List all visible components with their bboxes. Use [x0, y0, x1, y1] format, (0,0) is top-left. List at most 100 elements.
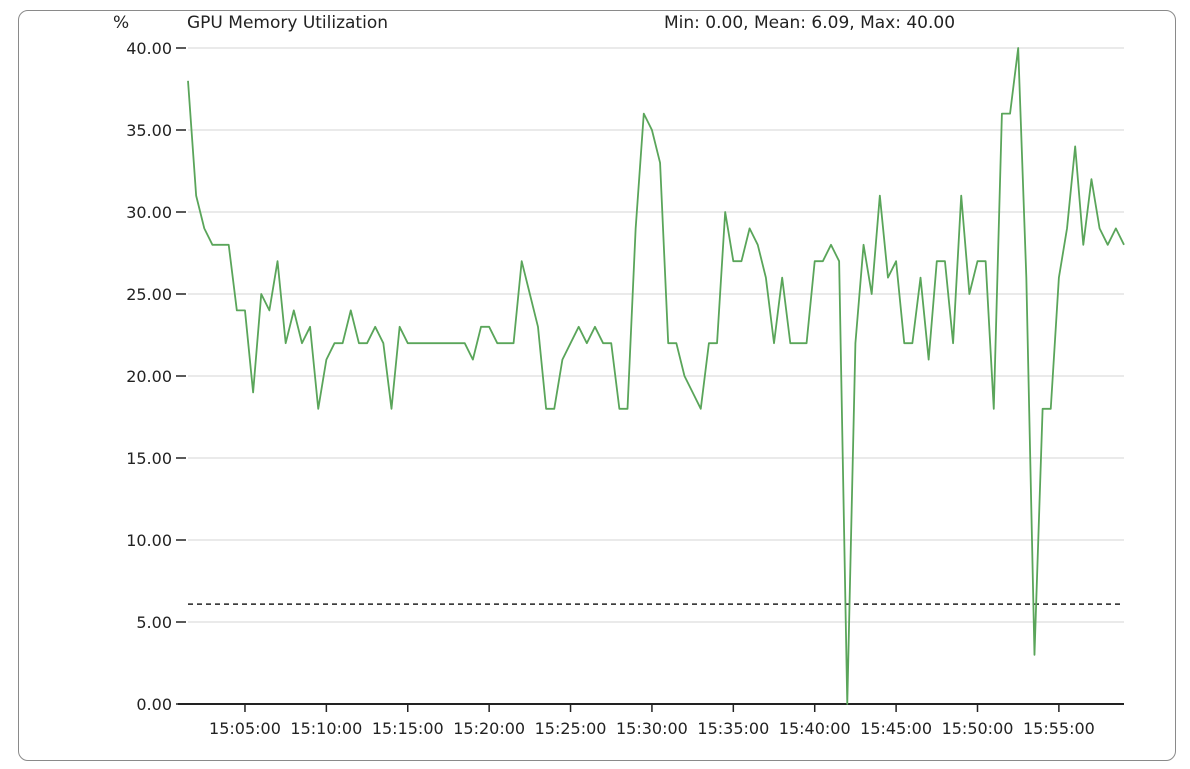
data-point — [821, 260, 824, 263]
data-point — [284, 342, 287, 345]
data-point — [488, 325, 491, 328]
x-tick-label: 15:40:00 — [779, 719, 851, 738]
data-point — [1082, 243, 1085, 246]
chart-panel — [18, 10, 1176, 761]
data-point — [829, 243, 832, 246]
data-point — [976, 260, 979, 263]
data-point — [1114, 227, 1117, 230]
data-point — [496, 342, 499, 345]
data-point — [919, 276, 922, 279]
data-point — [610, 342, 613, 345]
data-point — [854, 342, 857, 345]
y-tick-label: 10.00 — [126, 531, 172, 550]
data-point — [927, 358, 930, 361]
x-tick-label: 15:10:00 — [290, 719, 362, 738]
data-point — [984, 260, 987, 263]
x-tick-label: 15:20:00 — [453, 719, 525, 738]
data-point — [1000, 112, 1003, 115]
data-point — [691, 391, 694, 394]
data-point — [292, 309, 295, 312]
data-point — [422, 342, 425, 345]
data-point — [781, 276, 784, 279]
data-point — [186, 79, 189, 82]
data-point — [756, 243, 759, 246]
x-tick-label: 15:05:00 — [209, 719, 281, 738]
data-point — [707, 342, 710, 345]
data-point — [903, 342, 906, 345]
y-tick-label: 15.00 — [126, 449, 172, 468]
data-point — [357, 342, 360, 345]
data-point — [789, 342, 792, 345]
data-point — [935, 260, 938, 263]
data-point — [455, 342, 458, 345]
data-point — [203, 227, 206, 230]
x-tick-label: 15:45:00 — [860, 719, 932, 738]
data-point — [471, 358, 474, 361]
data-point — [951, 342, 954, 345]
data-point — [658, 161, 661, 164]
data-point — [512, 342, 515, 345]
data-point — [634, 227, 637, 230]
series-line — [187, 47, 1125, 705]
data-point — [797, 342, 800, 345]
data-point — [1122, 243, 1125, 246]
data-point — [252, 391, 255, 394]
data-point — [414, 342, 417, 345]
y-tick-label: 25.00 — [126, 285, 172, 304]
data-point — [211, 243, 214, 246]
data-point — [642, 112, 645, 115]
stats-summary: Min: 0.00, Mean: 6.09, Max: 40.00 — [664, 13, 956, 33]
data-point — [838, 260, 841, 263]
data-point — [878, 194, 881, 197]
data-point — [463, 342, 466, 345]
data-point — [561, 358, 564, 361]
data-point — [447, 342, 450, 345]
data-point — [382, 342, 385, 345]
data-point — [1049, 407, 1052, 410]
data-point — [585, 342, 588, 345]
data-point — [886, 276, 889, 279]
data-point — [406, 342, 409, 345]
x-tick-label: 15:50:00 — [942, 719, 1014, 738]
data-point — [431, 342, 434, 345]
data-point — [504, 342, 507, 345]
data-point — [740, 260, 743, 263]
data-point — [308, 325, 311, 328]
data-point — [577, 325, 580, 328]
data-point — [553, 407, 556, 410]
data-point — [593, 325, 596, 328]
data-point — [862, 243, 865, 246]
y-tick-label: 0.00 — [136, 695, 172, 714]
y-tick-label: 30.00 — [126, 203, 172, 222]
data-point — [569, 342, 572, 345]
y-tick-label: 35.00 — [126, 121, 172, 140]
data-point — [675, 342, 678, 345]
data-point — [667, 342, 670, 345]
data-point — [1065, 227, 1068, 230]
data-point — [626, 407, 629, 410]
data-point — [650, 128, 653, 131]
data-point — [813, 260, 816, 263]
data-point — [732, 260, 735, 263]
y-tick-label: 20.00 — [126, 367, 172, 386]
data-point — [398, 325, 401, 328]
data-point — [219, 243, 222, 246]
data-point — [943, 260, 946, 263]
data-point — [805, 342, 808, 345]
data-point — [325, 358, 328, 361]
x-tick-label: 15:15:00 — [372, 719, 444, 738]
data-point — [1041, 407, 1044, 410]
data-point — [1090, 178, 1093, 181]
data-point — [479, 325, 482, 328]
data-point — [1017, 46, 1020, 49]
data-point — [195, 194, 198, 197]
data-point — [317, 407, 320, 410]
data-point — [235, 309, 238, 312]
data-point — [300, 342, 303, 345]
data-point — [365, 342, 368, 345]
data-point — [764, 276, 767, 279]
data-point — [276, 260, 279, 263]
data-point — [895, 260, 898, 263]
data-point — [520, 260, 523, 263]
